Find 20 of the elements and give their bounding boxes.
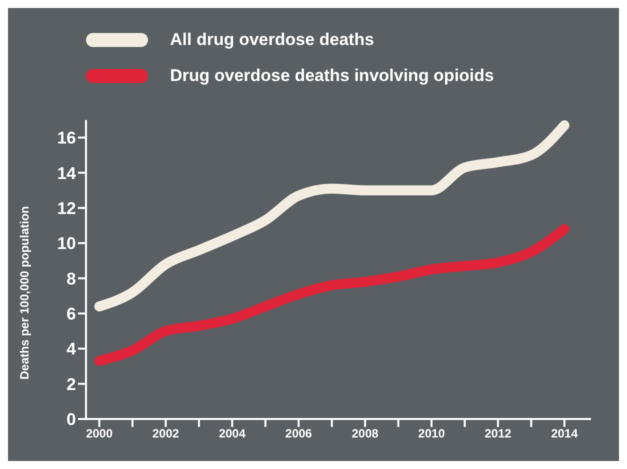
x-tick-label: 2014 [551,426,578,441]
legend-label: All drug overdose deaths [170,30,374,50]
x-tick-label: 2002 [152,426,180,441]
y-tick-label: 10 [57,234,76,254]
x-tick-label: 2004 [218,426,246,441]
y-tick-label: 8 [66,269,76,288]
x-tick-label: 2010 [418,426,446,441]
y-tick-label: 14 [57,164,77,183]
y-tick-label: 12 [57,198,76,218]
y-tick-label: 16 [57,128,76,148]
y-axis-title: Deaths per 100,000 population [17,206,32,380]
y-tick-label: 2 [66,374,76,394]
y-tick-label: 4 [66,340,77,359]
x-tick-label: 2006 [285,426,312,441]
legend-label: Drug overdose deaths involving opioids [170,66,494,86]
x-tick-label: 2000 [86,426,113,441]
x-tick-label: 2008 [352,426,379,441]
x-tick-label: 2012 [484,426,512,441]
y-tick-label: 0 [66,410,76,430]
y-tick-label: 6 [66,304,76,324]
